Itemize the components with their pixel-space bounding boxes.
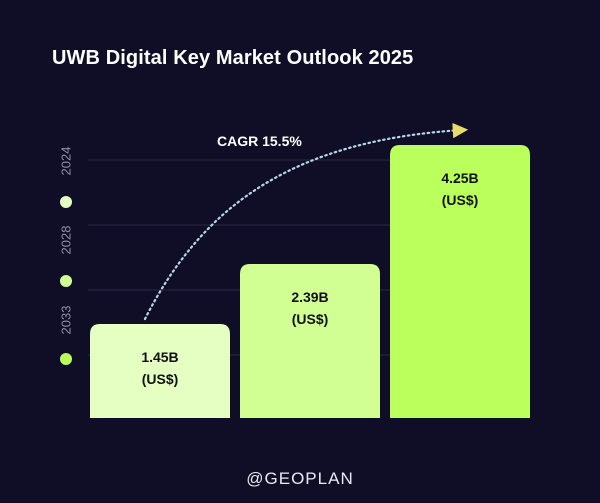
cagr-arrow [143,122,469,321]
bar-value-label-2024: 1.45B [141,349,178,365]
chart-title: UWB Digital Key Market Outlook 2025 [52,47,414,69]
legend-year-2033: 2033 [59,306,74,335]
bar-2028 [240,264,380,418]
bar-value-label-2033: 4.25B [441,170,478,186]
bar-2033 [390,145,530,418]
bar-unit-label-2028: (US$) [292,311,329,327]
cagr-label: CAGR 15.5% [217,133,302,149]
bar-unit-label-2024: (US$) [142,371,179,387]
legend-dot-2024 [60,196,72,208]
bar-2024 [90,324,230,418]
legend-year-2028: 2028 [59,226,74,255]
legend-year-2024: 2024 [59,147,74,176]
legend-dot-2028 [60,275,72,287]
bar-unit-label-2033: (US$) [442,192,479,208]
bar-value-label-2028: 2.39B [291,289,328,305]
footer-handle: @GEOPLAN [246,469,354,488]
legend-dot-2033 [60,353,72,365]
